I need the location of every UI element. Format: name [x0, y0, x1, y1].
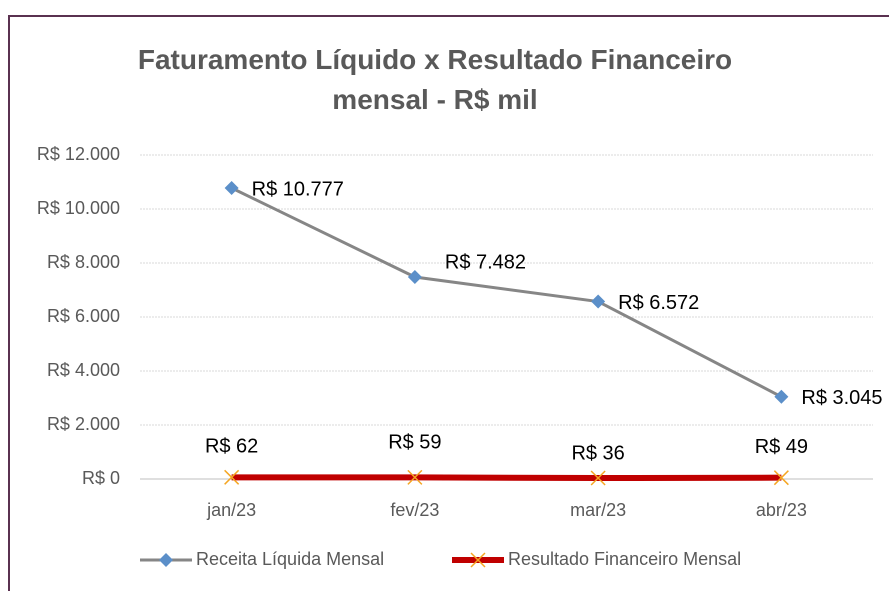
y-tick-label: R$ 8.000	[47, 252, 120, 272]
legend-marker	[159, 553, 173, 567]
y-tick-label: R$ 6.000	[47, 306, 120, 326]
series-line	[230, 186, 783, 399]
legend-label: Receita Líquida Mensal	[196, 549, 384, 569]
data-label: R$ 6.572	[618, 292, 699, 314]
x-tick-label: mar/23	[570, 500, 626, 520]
marker	[224, 181, 239, 196]
y-tick-label: R$ 10.000	[37, 198, 120, 218]
y-tick-label: R$ 12.000	[37, 144, 120, 164]
marker	[407, 469, 423, 485]
x-tick-label: abr/23	[756, 500, 807, 520]
series-line	[231, 474, 782, 482]
legend-label: Resultado Financeiro Mensal	[508, 549, 741, 569]
y-tick-label: R$ 4.000	[47, 360, 120, 380]
y-tick-label: R$ 2.000	[47, 414, 120, 434]
marker	[773, 470, 789, 486]
marker	[224, 469, 240, 485]
x-tick-label: fev/23	[390, 500, 439, 520]
data-label: R$ 62	[205, 436, 258, 458]
marker	[407, 269, 422, 284]
data-label: R$ 59	[388, 432, 441, 454]
chart-frame	[8, 15, 889, 591]
chart-title: Faturamento Líquido x Resultado Financei…	[137, 44, 733, 115]
x-tick-label: jan/23	[206, 500, 256, 520]
marker	[591, 294, 606, 309]
data-label: R$ 10.777	[252, 178, 344, 200]
marker	[590, 470, 606, 486]
data-label: R$ 7.482	[445, 251, 526, 273]
data-label: R$ 36	[571, 442, 624, 464]
data-label: R$ 3.045	[801, 387, 882, 409]
y-tick-label: R$ 0	[82, 468, 120, 488]
legend-marker	[470, 552, 486, 568]
marker	[774, 389, 789, 404]
data-label: R$ 49	[755, 436, 808, 458]
